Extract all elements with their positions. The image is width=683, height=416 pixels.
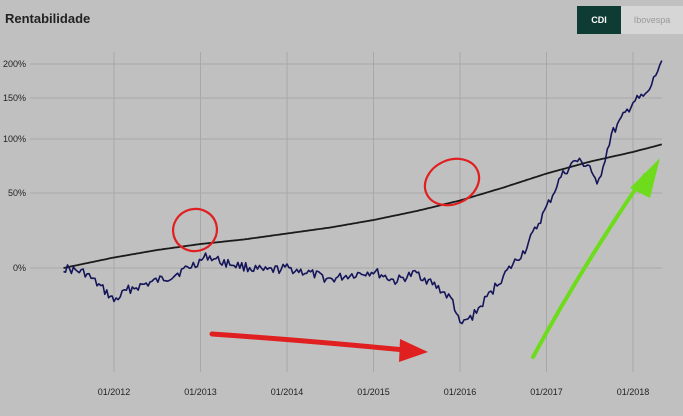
circle-annotation xyxy=(423,157,481,207)
chart-title: Rentabilidade xyxy=(5,11,91,26)
green-arrow-head xyxy=(630,158,660,198)
red-arrow-shaft xyxy=(209,331,408,353)
toggle-cdi-button[interactable]: CDI xyxy=(577,6,621,34)
x-tick-label: 01/2017 xyxy=(530,387,563,397)
x-tick-label: 01/2016 xyxy=(444,387,477,397)
toggle-ibovespa-button[interactable]: Ibovespa xyxy=(621,6,683,34)
y-tick-label: 200% xyxy=(3,59,26,69)
x-tick-label: 01/2014 xyxy=(271,387,304,397)
benchmark-toggle: CDI Ibovespa xyxy=(577,6,683,34)
y-tick-label: 150% xyxy=(3,93,26,103)
y-tick-label: 0% xyxy=(13,263,26,273)
y-tick-label: 100% xyxy=(3,134,26,144)
x-tick-label: 01/2012 xyxy=(98,387,131,397)
green-arrow-shaft xyxy=(531,173,647,359)
x-tick-label: 01/2018 xyxy=(617,387,650,397)
cdi-series-line xyxy=(63,143,663,269)
x-tick-label: 01/2015 xyxy=(357,387,390,397)
red-arrow-head xyxy=(399,339,428,362)
fund-series-line xyxy=(63,60,663,325)
circle-annotation xyxy=(171,207,219,253)
y-tick-label: 50% xyxy=(8,188,26,198)
x-tick-label: 01/2013 xyxy=(184,387,217,397)
